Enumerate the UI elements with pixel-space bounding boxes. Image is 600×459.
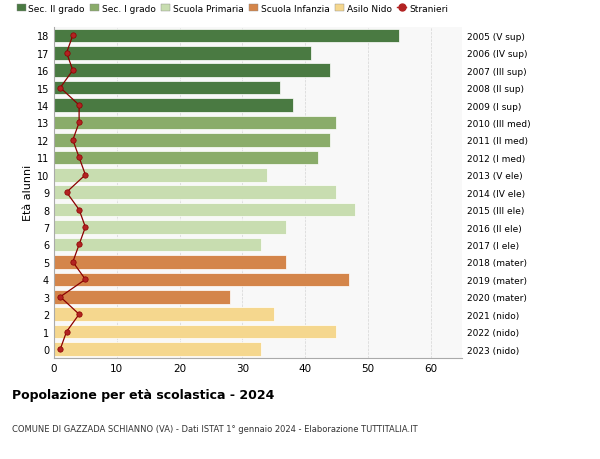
Bar	[54, 342, 261, 356]
Text: COMUNE DI GAZZADA SCHIANNO (VA) - Dati ISTAT 1° gennaio 2024 - Elaborazione TUTT: COMUNE DI GAZZADA SCHIANNO (VA) - Dati I…	[12, 425, 418, 434]
Point	[55, 85, 65, 92]
Bar	[54, 134, 330, 147]
Bar	[54, 151, 317, 165]
Bar	[54, 291, 230, 304]
Bar	[54, 308, 274, 321]
Point	[74, 102, 84, 110]
Text: Anni di nascita: Anni di nascita	[597, 154, 600, 231]
Bar	[54, 99, 293, 112]
Point	[68, 33, 77, 40]
Bar	[54, 238, 261, 252]
Point	[62, 328, 71, 336]
Point	[80, 224, 90, 231]
Point	[62, 189, 71, 196]
Point	[55, 346, 65, 353]
Y-axis label: Età alunni: Età alunni	[23, 165, 32, 221]
Point	[74, 241, 84, 249]
Point	[74, 207, 84, 214]
Bar	[54, 64, 330, 78]
Point	[68, 137, 77, 144]
Bar	[54, 203, 355, 217]
Bar	[54, 82, 280, 95]
Point	[74, 119, 84, 127]
Point	[62, 50, 71, 57]
Text: Popolazione per età scolastica - 2024: Popolazione per età scolastica - 2024	[12, 388, 274, 401]
Bar	[54, 117, 337, 130]
Bar	[54, 256, 286, 269]
Bar	[54, 168, 268, 182]
Bar	[54, 47, 311, 61]
Bar	[54, 29, 399, 43]
Point	[74, 311, 84, 318]
Point	[68, 259, 77, 266]
Point	[55, 293, 65, 301]
Point	[74, 154, 84, 162]
Bar	[54, 325, 337, 339]
Point	[80, 276, 90, 283]
Point	[80, 172, 90, 179]
Point	[68, 67, 77, 75]
Bar	[54, 221, 286, 235]
Bar	[54, 186, 337, 200]
Bar	[54, 273, 349, 286]
Legend: Sec. II grado, Sec. I grado, Scuola Primaria, Scuola Infanzia, Asilo Nido, Stran: Sec. II grado, Sec. I grado, Scuola Prim…	[17, 5, 448, 13]
